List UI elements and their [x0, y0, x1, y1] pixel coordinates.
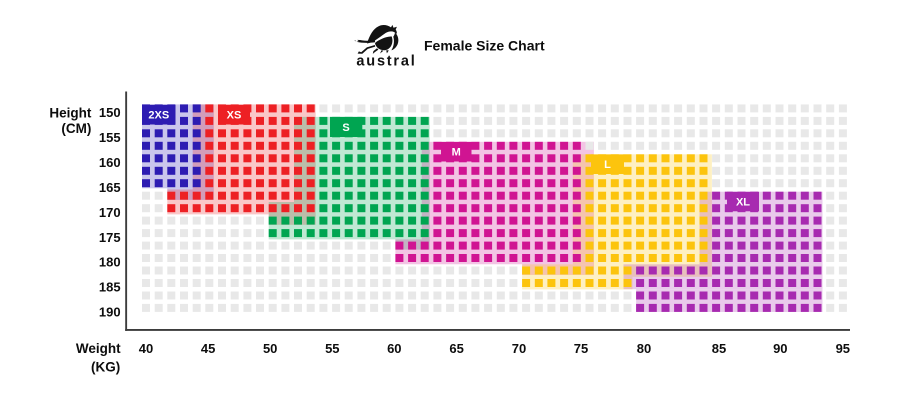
- svg-text:95: 95: [836, 341, 850, 356]
- svg-text:85: 85: [712, 341, 726, 356]
- svg-text:60: 60: [387, 341, 401, 356]
- svg-text:190: 190: [99, 305, 121, 320]
- svg-text:80: 80: [637, 341, 651, 356]
- svg-text:Female Size Chart: Female Size Chart: [424, 37, 545, 53]
- svg-text:2XS: 2XS: [148, 110, 169, 122]
- svg-text:XS: XS: [227, 110, 242, 122]
- svg-text:90: 90: [773, 341, 787, 356]
- svg-text:XL: XL: [736, 197, 750, 209]
- svg-text:75: 75: [574, 341, 588, 356]
- svg-text:65: 65: [449, 341, 463, 356]
- svg-text:175: 175: [99, 230, 121, 245]
- svg-text:40: 40: [139, 341, 153, 356]
- svg-text:180: 180: [99, 255, 121, 270]
- svg-text:Height: Height: [49, 106, 92, 121]
- svg-text:M: M: [452, 147, 461, 159]
- svg-text:70: 70: [512, 341, 526, 356]
- svg-text:55: 55: [325, 341, 339, 356]
- svg-text:50: 50: [263, 341, 277, 356]
- svg-text:austral: austral: [356, 54, 416, 70]
- svg-text:170: 170: [99, 205, 121, 220]
- svg-text:155: 155: [99, 130, 121, 145]
- svg-text:(KG): (KG): [91, 359, 120, 374]
- svg-text:L: L: [604, 159, 611, 171]
- svg-text:160: 160: [99, 155, 121, 170]
- svg-text:45: 45: [201, 341, 215, 356]
- svg-text:185: 185: [99, 280, 121, 295]
- svg-text:165: 165: [99, 180, 121, 195]
- svg-text:Weight: Weight: [76, 341, 121, 356]
- svg-text:150: 150: [99, 105, 121, 120]
- svg-text:S: S: [342, 122, 349, 134]
- svg-text:(CM): (CM): [61, 121, 91, 136]
